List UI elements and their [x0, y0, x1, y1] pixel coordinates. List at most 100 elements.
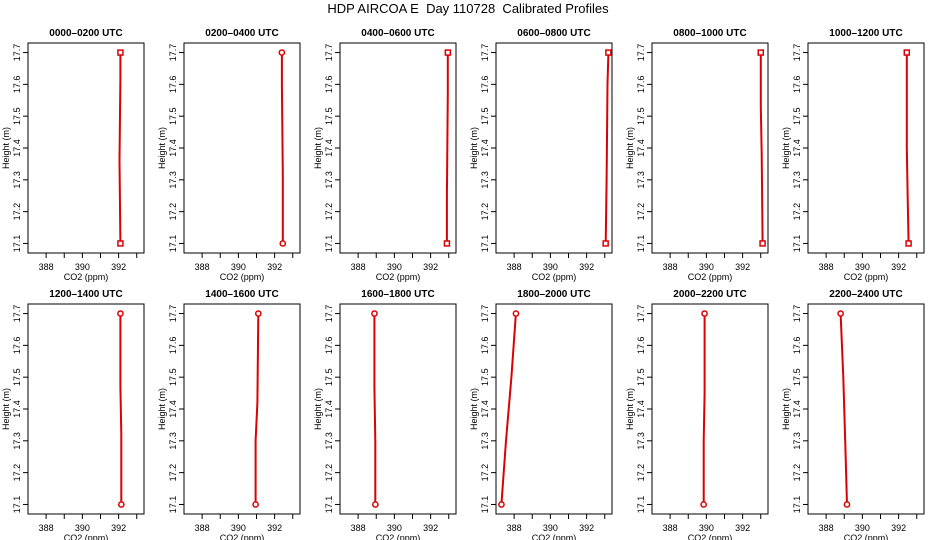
y-tick-label: 17.4	[324, 400, 334, 418]
y-tick-label: 17.7	[168, 305, 178, 323]
data-point	[444, 49, 452, 56]
data-point	[254, 310, 262, 317]
y-tick-label: 17.6	[12, 76, 22, 94]
data-point	[757, 49, 764, 56]
y-tick-label: 17.6	[480, 337, 490, 355]
profile-line	[445, 52, 449, 244]
y-tick-label: 17.7	[792, 305, 802, 323]
y-tick-label: 17.3	[480, 432, 490, 450]
profile-line	[118, 52, 122, 244]
y-tick-label: 17.2	[480, 203, 490, 221]
y-axis-label: Height (m)	[313, 127, 323, 169]
data-point	[843, 501, 851, 508]
panel-title: 0400–0600 UTC	[361, 28, 434, 39]
y-tick-label: 17.1	[324, 496, 334, 514]
data-point	[837, 310, 844, 317]
y-tick-label: 17.4	[792, 400, 802, 418]
y-axis-label: Height (m)	[313, 388, 323, 430]
y-tick-label: 17.1	[480, 496, 490, 514]
x-tick-label: 390	[543, 262, 558, 272]
y-tick-label: 17.2	[636, 464, 646, 482]
x-axis-label: CO2 (ppm)	[64, 533, 109, 540]
y-axis-label: Height (m)	[781, 388, 791, 430]
panel-title: 1400–1600 UTC	[205, 289, 278, 300]
y-tick-label: 17.1	[792, 235, 802, 253]
y-tick-label: 17.7	[636, 44, 646, 62]
y-tick-label: 17.7	[12, 44, 22, 62]
y-tick-label: 17.6	[168, 76, 178, 94]
plot-frame	[339, 303, 457, 515]
data-point	[279, 240, 287, 247]
data-point	[512, 310, 520, 317]
y-tick-label: 17.5	[792, 368, 802, 386]
profile-line	[500, 313, 517, 505]
y-tick-label: 17.3	[636, 171, 646, 189]
panel-title: 1000–1200 UTC	[829, 28, 902, 39]
y-tick-label: 17.2	[168, 203, 178, 221]
x-tick-label: 392	[891, 262, 906, 272]
y-tick-label: 17.5	[168, 107, 178, 125]
y-tick-label: 17.1	[636, 235, 646, 253]
profile-line	[759, 52, 764, 244]
x-axis-label: CO2 (ppm)	[220, 533, 265, 540]
x-tick-label: 388	[195, 262, 210, 272]
y-axis-label: Height (m)	[1, 388, 11, 430]
y-tick-label: 17.4	[168, 139, 178, 157]
x-tick-label: 388	[351, 262, 366, 272]
data-point	[700, 501, 708, 508]
panel-title: 2000–2200 UTC	[673, 289, 746, 300]
x-tick-label: 390	[231, 523, 246, 533]
x-tick-label: 390	[387, 523, 402, 533]
data-point	[701, 310, 708, 317]
y-tick-label: 17.2	[324, 203, 334, 221]
x-tick-label: 390	[387, 262, 402, 272]
x-tick-label: 390	[231, 262, 246, 272]
y-tick-label: 17.7	[324, 44, 334, 62]
x-tick-label: 392	[735, 262, 750, 272]
y-tick-label: 17.3	[324, 171, 334, 189]
x-tick-label: 390	[75, 262, 90, 272]
data-point	[117, 49, 124, 56]
y-tick-label: 17.3	[480, 171, 490, 189]
y-axis-label: Height (m)	[625, 388, 635, 430]
y-tick-label: 17.4	[12, 400, 22, 418]
data-point	[443, 240, 451, 247]
panel-title: 0000–0200 UTC	[49, 28, 122, 39]
data-point	[602, 240, 609, 247]
y-tick-label: 17.1	[12, 496, 22, 514]
x-axis-label: CO2 (ppm)	[844, 533, 889, 540]
x-tick-label: 392	[579, 262, 594, 272]
profile-line	[604, 52, 610, 244]
y-tick-label: 17.3	[168, 171, 178, 189]
y-tick-label: 17.2	[324, 464, 334, 482]
y-axis-label: Height (m)	[157, 127, 167, 169]
y-tick-label: 17.5	[324, 107, 334, 125]
x-tick-label: 392	[111, 262, 126, 272]
panel-title: 2200–2400 UTC	[829, 289, 902, 300]
y-tick-label: 17.6	[792, 337, 802, 355]
y-tick-label: 17.4	[12, 139, 22, 157]
y-tick-label: 17.6	[636, 337, 646, 355]
x-tick-label: 388	[39, 262, 54, 272]
y-tick-label: 17.7	[12, 305, 22, 323]
y-tick-label: 17.3	[636, 432, 646, 450]
plot-frame	[807, 303, 925, 515]
y-axis-label: Height (m)	[625, 127, 635, 169]
y-tick-label: 17.7	[480, 44, 490, 62]
panel-title: 1200–1400 UTC	[49, 289, 122, 300]
data-point	[278, 49, 286, 56]
y-tick-label: 17.1	[480, 235, 490, 253]
data-point	[252, 501, 259, 508]
y-tick-label: 17.4	[168, 400, 178, 418]
y-tick-label: 17.6	[324, 76, 334, 94]
plot-frame	[27, 42, 145, 254]
y-tick-label: 17.5	[12, 368, 22, 386]
panel-title: 0600–0800 UTC	[517, 28, 590, 39]
y-tick-label: 17.1	[792, 496, 802, 514]
data-point	[117, 240, 124, 247]
